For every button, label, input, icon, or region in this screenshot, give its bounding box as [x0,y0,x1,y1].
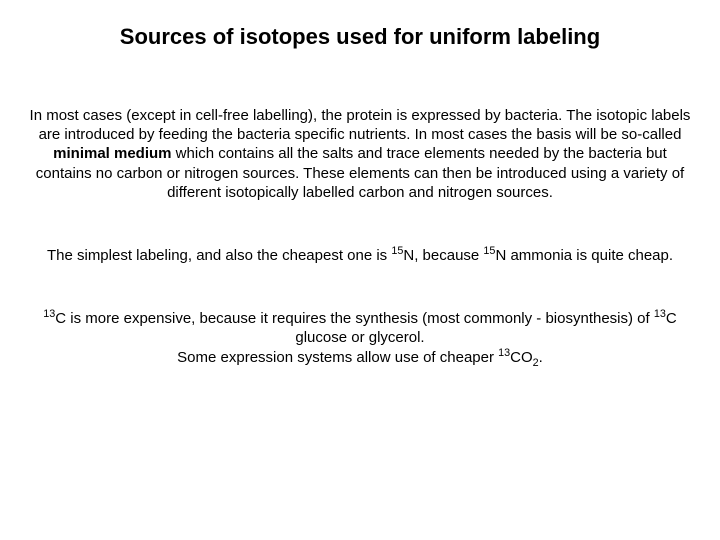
p3-text-c: Some expression systems allow use of che… [177,349,498,366]
paragraph-c13: 13C is more expensive, because it requir… [28,309,692,367]
p2-text-b: N, because [403,247,483,264]
p3-text-d: CO [510,349,533,366]
isotope-13-sup: 13 [43,308,55,320]
slide-page: Sources of isotopes used for uniform lab… [0,0,720,540]
p2-text-a: The simplest labeling, and also the chea… [47,247,391,264]
isotope-15-sup: 15 [483,245,495,257]
p2-text-c: N ammonia is quite cheap. [495,247,673,264]
paragraph-intro: In most cases (except in cell-free label… [28,106,692,202]
p3-text-a: C is more expensive, because it requires… [55,310,654,327]
minimal-medium-term: minimal medium [53,145,171,162]
isotope-13-sup: 13 [654,308,666,320]
p3-text-e: . [539,349,543,366]
isotope-15-sup: 15 [391,245,403,257]
isotope-13-sup: 13 [498,347,510,359]
page-title: Sources of isotopes used for uniform lab… [28,24,692,50]
p1-text-a: In most cases (except in cell-free label… [30,107,691,143]
paragraph-n15: The simplest labeling, and also the chea… [28,246,692,265]
